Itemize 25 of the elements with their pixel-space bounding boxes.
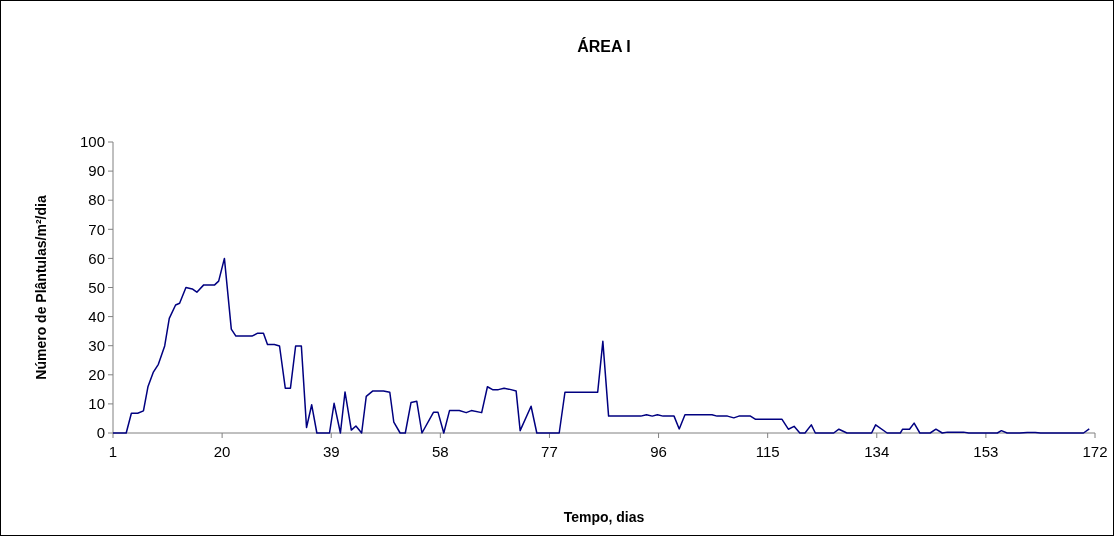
line-series — [112, 257, 1091, 434]
y-tick-label: 60 — [88, 249, 105, 267]
x-tick-label: 134 — [864, 443, 890, 460]
y-tick-label: 90 — [88, 162, 105, 180]
y-tick-label: 10 — [88, 395, 105, 413]
x-tick-label: 96 — [650, 443, 667, 460]
y-tick-label: 20 — [88, 366, 105, 384]
y-tick-label: 100 — [79, 133, 105, 151]
x-tick-label: 58 — [431, 443, 449, 460]
y-tick-label: 80 — [88, 191, 105, 209]
x-axis-title: Tempo, dias — [563, 509, 645, 525]
y-tick-label: 70 — [88, 220, 105, 238]
x-tick-label: 20 — [213, 443, 231, 460]
chart-title: ÁREA I — [577, 37, 631, 55]
x-tick-label: 1 — [108, 443, 118, 460]
x-tick-label: 172 — [1082, 443, 1108, 460]
y-axis-title: Número de Plântulas/m²/dia — [33, 195, 49, 380]
y-tick-label: 40 — [88, 307, 105, 325]
y-tick-label: 0 — [96, 424, 105, 442]
x-tick-label: 153 — [973, 443, 999, 460]
y-tick-label: 50 — [88, 278, 105, 296]
x-tick-label: 39 — [322, 443, 340, 460]
x-tick-label: 77 — [541, 443, 558, 460]
y-tick-label: 30 — [88, 336, 105, 354]
x-tick-label: 115 — [755, 443, 780, 460]
